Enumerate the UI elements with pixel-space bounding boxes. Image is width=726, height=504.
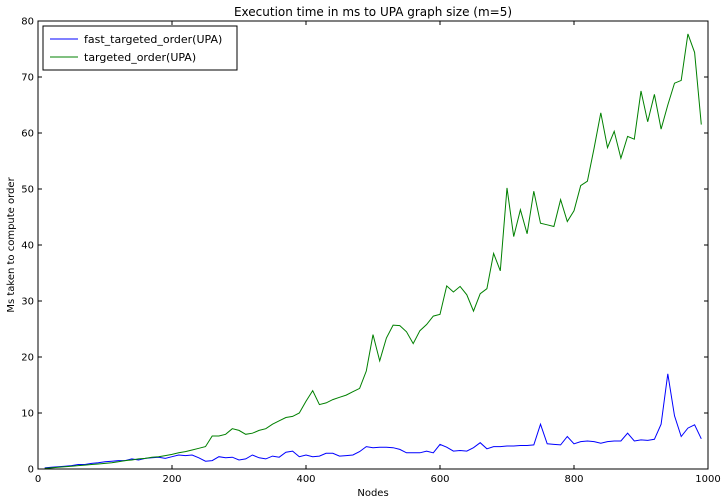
- y-tick-label: 60: [21, 129, 34, 140]
- x-tick-label: 1000: [695, 474, 720, 485]
- y-tick-label: 70: [21, 73, 34, 84]
- x-tick-label: 800: [564, 474, 583, 485]
- plot-frame: [37, 20, 709, 470]
- y-tick-label: 30: [21, 297, 34, 308]
- x-tick-label: 600: [430, 474, 449, 485]
- y-tick-label: 80: [21, 17, 34, 28]
- y-tick-label: 20: [21, 353, 34, 364]
- y-tick-label: 40: [21, 241, 34, 252]
- chart-title: Execution time in ms to UPA graph size (…: [234, 5, 512, 19]
- legend-label-0: fast_targeted_order(UPA): [84, 33, 222, 46]
- y-tick-label: 0: [28, 465, 34, 476]
- y-tick-label: 50: [21, 185, 34, 196]
- plot-area: [38, 21, 708, 469]
- series-line-1: [44, 33, 702, 469]
- y-axis-title: Ms taken to compute order: [6, 176, 17, 312]
- series-line-0: [44, 373, 702, 469]
- series-lines: [44, 33, 702, 469]
- x-tick-label: 400: [296, 474, 315, 485]
- x-tick-label: 0: [35, 474, 41, 485]
- legend-box: [42, 25, 238, 71]
- x-axis-title: Nodes: [357, 488, 388, 499]
- y-tick-label: 10: [21, 409, 34, 420]
- x-tick-label: 200: [162, 474, 181, 485]
- legend: fast_targeted_order(UPA) targeted_order(U…: [42, 25, 238, 71]
- legend-label-1: targeted_order(UPA): [84, 51, 196, 64]
